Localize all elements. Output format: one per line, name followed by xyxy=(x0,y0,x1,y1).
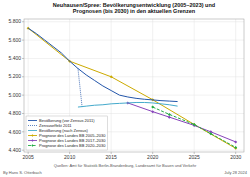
title: Neuhausen/Spree: Bevölkerungsentwicklung… xyxy=(53,2,215,15)
line xyxy=(28,28,177,101)
grid-line-x xyxy=(235,19,236,152)
tick-label-y: 4.400 xyxy=(8,147,21,153)
grid-line-y xyxy=(24,76,244,77)
tick-label-y: 5.200 xyxy=(8,73,21,79)
legend-marker xyxy=(31,134,33,136)
line xyxy=(78,102,178,107)
line xyxy=(128,103,236,142)
axes: 4.400 4.600 4.800 5.000 5.200 5.400 5.600 5.800… xyxy=(8,18,241,160)
tick-label-y: 4.600 xyxy=(8,129,21,135)
tick-y xyxy=(22,95,24,96)
footer-text: By Hans S. Otterbach xyxy=(3,170,42,175)
series xyxy=(126,101,237,143)
tick-label-x: 2020 xyxy=(147,154,158,160)
legend-box xyxy=(26,116,108,150)
grid-line-y xyxy=(24,95,244,96)
marker xyxy=(234,147,237,150)
legend-swatch xyxy=(28,135,37,136)
marker xyxy=(151,106,154,109)
series xyxy=(27,27,238,150)
line xyxy=(28,28,236,148)
grid-line-x xyxy=(152,19,153,152)
tick-y xyxy=(22,40,24,41)
tick-label-y: 5.000 xyxy=(8,92,21,98)
tick-y xyxy=(22,58,24,59)
series xyxy=(151,106,237,149)
tick-label-x: 2010 xyxy=(64,154,75,160)
tick-label-y: 5.600 xyxy=(8,37,21,43)
tick-y xyxy=(22,113,24,114)
marker xyxy=(151,110,154,113)
series xyxy=(78,102,178,107)
legend-marker xyxy=(31,144,33,146)
plot-area xyxy=(24,19,244,152)
tick-y xyxy=(22,21,24,22)
tick-label-y: 5.800 xyxy=(8,18,21,24)
tick-label-x: 2025 xyxy=(189,154,200,160)
marker xyxy=(168,113,171,116)
legend-swatch xyxy=(28,130,37,131)
tick-label-x: 2015 xyxy=(106,154,117,160)
chart: 4.400 4.600 4.800 5.000 5.200 5.400 5.600 5.800… xyxy=(0,0,250,177)
marker xyxy=(168,116,171,119)
grid-line-y xyxy=(24,21,244,22)
line xyxy=(78,69,82,108)
tick-label-x: 2030 xyxy=(230,154,241,160)
legend-label: Prognose des Landes BB 2020–2030 xyxy=(39,143,106,148)
legend: Bevölkerung (vor Zensus 2011)Zensuseffek… xyxy=(26,116,108,150)
footer-text: Quellen: Amt für Statistik Berlin-Brande… xyxy=(54,163,197,168)
tick-label-y: 4.800 xyxy=(8,110,21,116)
grid-line-y xyxy=(24,40,244,41)
legend-swatch xyxy=(28,120,37,121)
legend-marker xyxy=(31,139,33,141)
marker xyxy=(234,140,237,143)
marker xyxy=(209,132,212,135)
tick-label-x: 2005 xyxy=(23,154,34,160)
grid-line-y xyxy=(24,113,244,114)
series xyxy=(78,69,82,108)
grid-line-x xyxy=(111,19,112,152)
marker xyxy=(110,75,113,78)
marker xyxy=(234,146,237,149)
tick-y xyxy=(22,131,24,132)
grid xyxy=(24,19,244,152)
legend-swatch xyxy=(28,140,37,141)
tick-y xyxy=(22,150,24,151)
footer: By Hans S. Otterbach Quellen: Amt für Sta… xyxy=(3,163,248,175)
series xyxy=(28,28,177,101)
grid-line-x xyxy=(194,19,195,152)
line xyxy=(153,107,236,147)
plot-frame xyxy=(24,19,244,152)
tick-y xyxy=(22,76,24,77)
series-layer xyxy=(27,27,238,150)
legend-swatch xyxy=(28,125,37,126)
footer-text: July 28 2024 xyxy=(224,170,247,175)
grid-line-y xyxy=(24,58,244,59)
marker xyxy=(193,123,196,126)
tick-label-y: 5.400 xyxy=(8,55,21,61)
legend-swatch xyxy=(28,145,37,146)
